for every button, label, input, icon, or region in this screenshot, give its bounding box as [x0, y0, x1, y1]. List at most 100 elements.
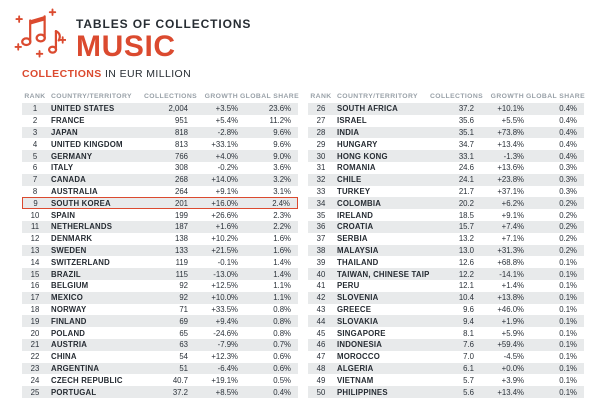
header-row: RANK COUNTRY/TERRITORY COLLECTIONS GROWTH GL…: [22, 91, 298, 103]
cell-global-share: 0.3%: [526, 173, 584, 186]
cell-rank: 7: [22, 173, 48, 186]
cell-country: CZECH REPUBLIC: [51, 375, 123, 385]
cell-rank: 37: [316, 234, 326, 244]
cell-collections: 24.1: [430, 173, 476, 186]
table-row: 12 DENMARK 138 +10.2% 1.6%: [22, 233, 298, 245]
subtitle-highlight: COLLECTIONS: [22, 68, 102, 80]
table-row: 44 SLOVAKIA 9.4 +1.9% 0.1%: [308, 315, 584, 328]
column-header: GLOBAL SHARE: [240, 93, 300, 100]
cell-rank: 11: [22, 220, 48, 233]
table-row: 42 SLOVENIA 10.4 +13.8% 0.1%: [308, 291, 584, 304]
cell-global-share: 0.2%: [559, 234, 577, 244]
cell-rank: 36: [308, 220, 334, 233]
cell-global-share: 0.2%: [526, 220, 584, 233]
cell-country: ROMANIA: [337, 163, 376, 173]
cell-country: NORWAY: [51, 304, 87, 314]
cell-growth: +5.5%: [501, 116, 524, 126]
cell-rank: 10: [30, 210, 40, 220]
cell-collections: 12.6: [458, 257, 474, 267]
cell-global-share: 1.1%: [273, 281, 291, 291]
table-row: 23 ARGENTINA 51 -6.4% 0.6%: [22, 362, 298, 375]
cell-rank: 46: [308, 338, 334, 351]
cell-country: UNITED STATES: [48, 103, 144, 115]
cell-global-share: 0.1%: [559, 328, 577, 338]
cell-country: INDONESIA: [334, 338, 430, 351]
cell-growth: +16.0%: [190, 197, 240, 210]
cell-growth: +3.9%: [501, 375, 524, 385]
report-logo: TABLES OF COLLECTIONS MUSIC: [14, 8, 251, 62]
table-row: 8 AUSTRALIA 264 +9.1% 3.1%: [22, 186, 298, 198]
cell-collections: 65: [179, 328, 188, 338]
cell-collections: 40.7: [172, 375, 188, 385]
cell-collections: 813: [174, 139, 188, 149]
cell-growth: +23.8%: [476, 173, 526, 186]
cell-growth: +33.5%: [211, 304, 238, 314]
cell-global-share: 1.6%: [273, 234, 291, 244]
cell-global-share: 0.1%: [526, 362, 584, 375]
table-row: 17 MEXICO 92 +10.0% 1.1%: [22, 291, 298, 304]
cell-rank: 44: [308, 315, 334, 328]
cell-country: PORTUGAL: [48, 386, 144, 398]
cell-country: POLAND: [51, 328, 86, 338]
cell-growth: +13.8%: [476, 291, 526, 304]
cell-global-share: 0.2%: [526, 244, 584, 257]
cell-country: GREECE: [337, 304, 372, 314]
cell-global-share: 0.1%: [526, 386, 584, 398]
cell-rank: 50: [308, 386, 334, 398]
cell-rank: 2: [32, 116, 38, 126]
cell-collections: 12.1: [458, 281, 474, 291]
cell-growth: +7.4%: [476, 220, 526, 233]
subtitle-rest: IN EUR MILLION: [101, 68, 192, 80]
cell-growth: +9.1%: [215, 186, 238, 196]
cell-rank: 23: [22, 362, 48, 375]
cell-collections: 51: [144, 362, 190, 375]
cell-collections: 951: [174, 116, 188, 126]
collections-table-right: RANK COUNTRY/TERRITORY COLLECTIONS GROWTH GL…: [308, 91, 585, 398]
cell-rank: 41: [316, 281, 326, 291]
column-header: GROWTH: [204, 93, 238, 100]
table-row: 46 INDONESIA 7.6 +59.4% 0.1%: [308, 338, 584, 351]
cell-growth: -14.1%: [476, 268, 526, 280]
table-row: 21 AUSTRIA 63 -7.9% 0.7%: [22, 338, 298, 351]
cell-rank: 18: [30, 304, 40, 314]
cell-global-share: 0.1%: [559, 352, 577, 362]
table-row: 5 GERMANY 766 +4.0% 9.0%: [22, 150, 298, 162]
cell-country: SWEDEN: [48, 244, 144, 257]
column-header: COLLECTIONS: [430, 93, 484, 100]
cell-collections: 71: [179, 304, 188, 314]
cell-rank: 26: [308, 103, 334, 115]
cell-growth: +73.8%: [476, 126, 526, 139]
cell-rank: 3: [22, 126, 48, 139]
cell-collections: 199: [174, 210, 188, 220]
cell-global-share: 3.6%: [273, 163, 291, 173]
cell-global-share: 11.2%: [269, 116, 291, 126]
cell-country: UNITED KINGDOM: [51, 139, 123, 149]
table-row: 25 PORTUGAL 37.2 +8.5% 0.4%: [22, 386, 298, 398]
cell-global-share: 1.4%: [273, 257, 291, 267]
cell-collections: 264: [174, 186, 188, 196]
cell-growth: +5.9%: [501, 328, 524, 338]
cell-collections: 133: [144, 244, 190, 257]
column-header: RANK: [24, 93, 46, 100]
cell-global-share: 1.1%: [240, 291, 298, 304]
cell-country: ARGENTINA: [48, 362, 144, 375]
cell-rank: 6: [32, 163, 38, 173]
cell-growth: +13.6%: [497, 163, 524, 173]
cell-country: INDIA: [334, 126, 430, 139]
table-row: 11 NETHERLANDS 187 +1.6% 2.2%: [22, 220, 298, 233]
cell-rank: 49: [316, 375, 326, 385]
table-row: 31 ROMANIA 24.6 +13.6% 0.3%: [308, 162, 584, 174]
cell-global-share: 0.8%: [273, 304, 291, 314]
cell-rank: 16: [30, 281, 40, 291]
cell-rank: 38: [308, 244, 334, 257]
cell-rank: 30: [308, 150, 334, 162]
table-row: 13 SWEDEN 133 +21.5% 1.6%: [22, 244, 298, 257]
cell-growth: +9.1%: [501, 210, 524, 220]
cell-rank: 21: [22, 338, 48, 351]
table-row: 26 SOUTH AFRICA 37.2 +10.1% 0.4%: [308, 103, 584, 115]
cell-country: SERBIA: [337, 234, 368, 244]
cell-collections: 9.4: [430, 315, 476, 328]
cell-growth: +33.1%: [211, 139, 238, 149]
cell-country: DENMARK: [51, 234, 93, 244]
cell-global-share: 0.1%: [559, 304, 577, 314]
